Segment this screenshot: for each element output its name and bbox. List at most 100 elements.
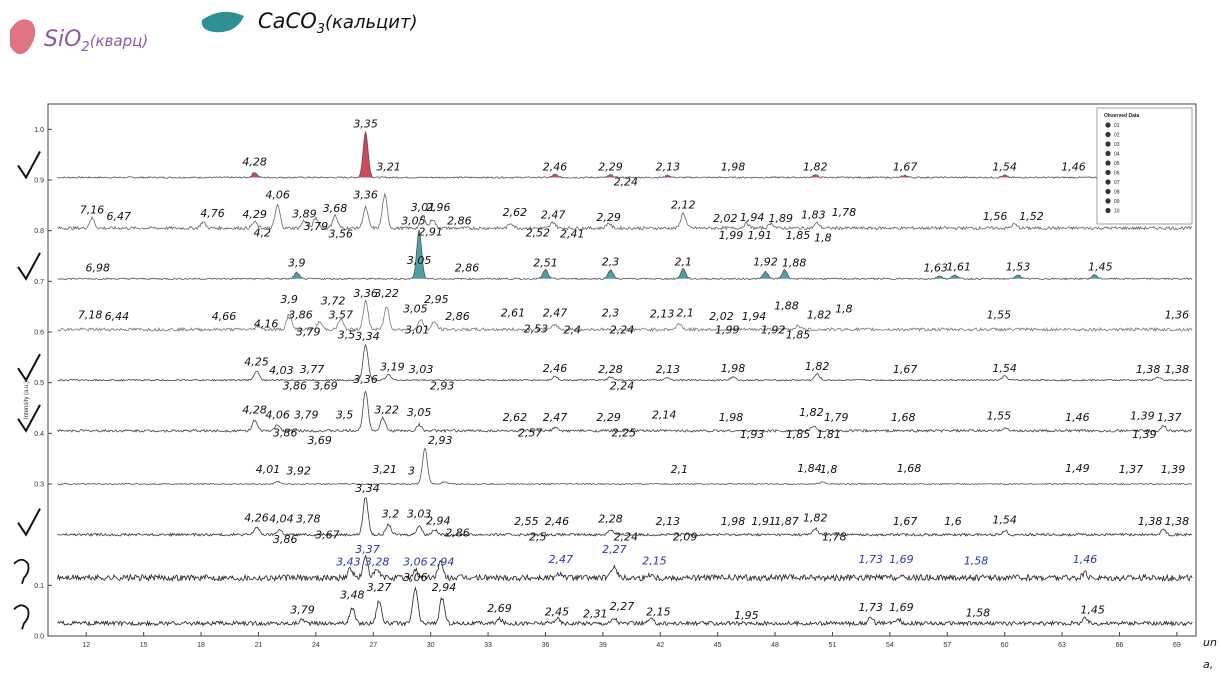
y-tick-label-3: 0.4	[34, 431, 44, 438]
calcite-formula: CaCO	[258, 9, 317, 33]
svg-text:SiO2(кварц): SiO2(кварц)	[44, 27, 148, 55]
peak-label-4-4: 3,69	[313, 379, 338, 392]
peak-label-3-9: 3,5	[338, 329, 356, 342]
x-tick-label-11: 45	[714, 642, 722, 649]
peak-label-9-4: 2,94	[432, 581, 457, 594]
peak-label-5-20: 1,79	[824, 411, 849, 424]
peak-label-5-3: 3,79	[294, 409, 319, 422]
phase-peak-fill-2-4	[674, 268, 692, 279]
peak-label-5-21: 1,68	[891, 411, 916, 424]
peak-label-9-0: 3,79	[290, 604, 315, 617]
check-icon-0	[17, 150, 41, 180]
peak-label-8-11: 1,46	[1073, 553, 1098, 566]
peak-label-4-18: 1,38	[1165, 363, 1190, 376]
svg-text:CaCO3(кальцит): CaCO3(кальцит)	[258, 9, 418, 37]
peak-label-5-12: 2,29	[596, 411, 621, 424]
y-tick-label-4: 0.5	[34, 380, 44, 387]
y-tick-label-8: 0.9	[34, 178, 44, 185]
peak-label-6-9: 1,49	[1065, 462, 1090, 475]
y-axis-label: Intensity (a.u.)	[24, 381, 30, 419]
observed-legend: Observed Data 01 02 03 04 05 06 07 08 09 10	[1096, 107, 1193, 225]
peak-label-1-20: 2,29	[596, 211, 621, 224]
peak-label-8-4: 2,94	[430, 556, 455, 569]
peak-label-5-5: 3,5	[336, 409, 354, 422]
peak-label-3-12: 3,05	[403, 302, 428, 315]
phase-peak-fill-0-0	[246, 172, 264, 178]
phase-peak-fill-0-3	[601, 174, 620, 178]
peak-label-5-24: 1,39	[1130, 410, 1155, 423]
trace-1	[57, 192, 1193, 231]
y-axis: 0.0 0.1 0.3 0.4 0.5 0.6 0.7 0.8 0.9 1.0	[34, 127, 52, 641]
peak-label-3-11: 3,22	[374, 287, 399, 300]
peak-label-4-14: 1,82	[805, 360, 830, 373]
peak-label-1-12: 3,01	[411, 201, 436, 214]
peak-label-3-19: 2,4	[564, 324, 582, 337]
peak-label-7-24: 1,54	[992, 514, 1017, 527]
corner-mark-1: un	[1203, 636, 1217, 649]
peak-label-1-22: 2,02	[713, 212, 738, 225]
peak-label-3-13: 3,01	[405, 324, 430, 337]
peak-label-1-3: 4,29	[242, 208, 267, 221]
trace-line-7	[57, 497, 1193, 537]
question-icon-8	[13, 558, 30, 585]
peak-label-1-9: 3,56	[328, 227, 353, 240]
peak-label-1-14: 2,91	[418, 225, 443, 238]
peak-label-0-8: 1,82	[803, 160, 828, 173]
peak-label-1-17: 2,47	[541, 209, 566, 222]
peak-label-1-30: 1,78	[832, 206, 857, 219]
peak-label-2-4: 2,51	[533, 257, 558, 270]
peak-label-3-30: 1,82	[807, 308, 832, 321]
peak-label-0-5: 2,24	[614, 176, 639, 189]
y-tick-label-5: 0.6	[34, 330, 44, 337]
peak-label-6-11: 1,39	[1161, 463, 1186, 476]
observed-legend-marker-4	[1105, 160, 1111, 166]
observed-legend-entry-8: 09	[1114, 199, 1120, 205]
peak-label-7-9: 2,86	[445, 527, 470, 540]
peak-label-7-26: 1,38	[1165, 515, 1190, 528]
peak-label-7-8: 2,94	[426, 515, 451, 528]
trace-7	[57, 497, 1193, 537]
x-tick-label-15: 57	[943, 642, 951, 649]
peak-label-2-3: 2,86	[455, 262, 480, 275]
peak-label-1-29: 1,8	[814, 231, 832, 244]
peak-label-3-16: 2,61	[501, 306, 526, 319]
y-tick-label-9: 1.0	[34, 127, 44, 134]
phase-peak-fill-2-8	[946, 274, 964, 279]
peak-label-0-4: 2,29	[598, 160, 623, 173]
peak-label-1-13: 2,96	[426, 201, 451, 214]
trace-line-6	[57, 447, 1193, 486]
x-tick-label-6: 30	[427, 642, 435, 649]
peak-label-3-18: 2,53	[524, 323, 549, 336]
peak-label-0-11: 1,46	[1061, 160, 1086, 173]
peak-label-9-11: 1,73	[858, 601, 883, 614]
x-tick-label-3: 21	[255, 642, 263, 649]
peak-label-1-25: 1,91	[748, 229, 773, 242]
x-tick-label-16: 60	[1001, 642, 1009, 649]
peak-label-1-26: 1,89	[769, 212, 794, 225]
peak-label-3-8: 3,57	[328, 308, 353, 321]
peak-label-4-3: 3,77	[300, 363, 325, 376]
peak-label-5-0: 4,28	[242, 404, 267, 417]
peak-label-9-7: 2,31	[583, 607, 608, 620]
observed-legend-marker-2	[1105, 141, 1111, 147]
peak-label-4-8: 2,93	[430, 379, 455, 392]
peak-label-2-5: 2,3	[602, 256, 620, 269]
trace-line-5	[57, 390, 1193, 434]
observed-legend-entry-0: 01	[1114, 123, 1120, 129]
peak-label-7-10: 2,55	[514, 515, 539, 528]
peak-label-1-19: 2,41	[560, 227, 585, 240]
peak-label-2-0: 6,98	[85, 262, 110, 275]
peak-label-5-7: 3,22	[374, 404, 399, 417]
peak-label-4-2: 3,86	[283, 379, 308, 392]
peak-label-8-10: 1,58	[964, 555, 989, 568]
peak-label-7-2: 3,86	[273, 533, 298, 546]
peak-label-6-5: 2,1	[671, 463, 689, 476]
observed-legend-title: Observed Data	[1104, 113, 1140, 119]
peak-label-5-16: 1,93	[740, 428, 765, 441]
peak-label-6-8: 1,68	[897, 462, 922, 475]
peak-label-7-5: 3,34	[355, 482, 380, 495]
x-tick-label-18: 66	[1116, 642, 1124, 649]
peak-label-0-7: 1,98	[721, 160, 746, 173]
peak-label-5-17: 1,85	[786, 428, 811, 441]
peak-label-7-11: 2,5	[529, 530, 547, 543]
